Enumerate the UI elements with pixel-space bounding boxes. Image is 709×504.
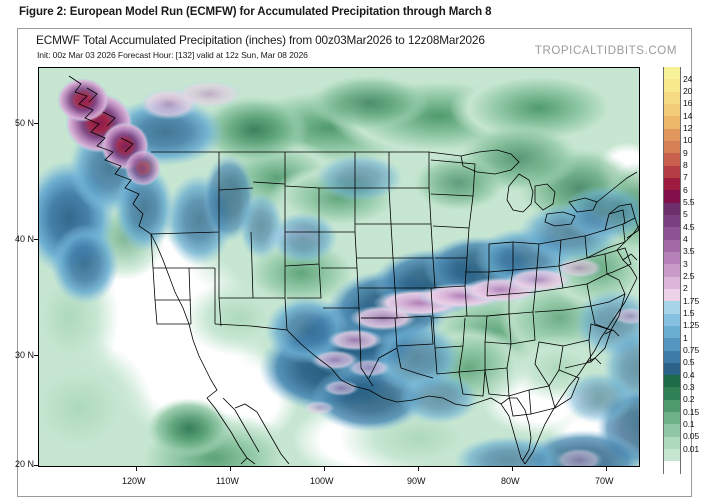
colorbar-swatch — [663, 116, 681, 130]
lat-tick-label-20n: 20 N — [14, 459, 34, 469]
colorbar-label: 4.5 — [683, 221, 695, 232]
colorbar-swatch — [663, 128, 681, 142]
colorbar-label: 14 — [683, 110, 693, 121]
colorbar-swatch — [663, 91, 681, 105]
lat-tick-30n — [34, 355, 38, 356]
page-title: Figure 2: European Model Run (ECMFW) for… — [19, 6, 492, 18]
lon-tick-label-70w: 70W — [595, 476, 614, 486]
colorbar-swatch — [663, 424, 681, 438]
colorbar-label: 3 — [683, 258, 688, 269]
colorbar-swatch — [663, 214, 681, 228]
chart-subtitle: Init: 00z Mar 03 2026 Forecast Hour: [13… — [37, 50, 308, 60]
colorbar-label: 0.75 — [683, 345, 699, 355]
colorbar-swatch — [663, 276, 681, 290]
colorbar-swatch — [663, 350, 681, 364]
colorbar-label: 16 — [683, 98, 693, 109]
colorbar-swatch — [663, 375, 681, 389]
colorbar-label: 5 — [683, 209, 688, 220]
map-borders — [68, 75, 639, 465]
lat-tick-40n — [34, 239, 38, 240]
colorbar-label: 2 — [683, 283, 688, 294]
colorbar-label: 10 — [683, 135, 693, 146]
colorbar-swatch — [663, 387, 681, 401]
pink-precip-zones — [303, 258, 639, 466]
model-chart-panel: ECMWF Total Accumulated Precipitation (i… — [15, 28, 699, 497]
colorbar-label: 0.1 — [683, 418, 695, 429]
lon-tick-110w — [230, 467, 231, 471]
lon-tick-label-120w: 120W — [122, 476, 146, 486]
colorbar-label: 0.05 — [683, 431, 699, 442]
colorbar-label: 9 — [683, 147, 688, 158]
colorbar-label: 8 — [683, 160, 688, 171]
colorbar-label: 4 — [683, 234, 688, 245]
colorbar-label: 1.5 — [683, 308, 695, 319]
colorbar-swatch — [663, 140, 681, 154]
colorbar-swatch — [663, 165, 681, 179]
lat-tick-20n — [34, 465, 38, 466]
colorbar-swatch — [663, 251, 681, 265]
colorbar-swatch — [663, 301, 681, 315]
colorbar-swatch — [663, 362, 681, 376]
source-watermark: TROPICALTIDBITS.COM — [534, 45, 677, 57]
lat-tick-label-30n: 30 N — [14, 350, 34, 360]
lon-tick-label-100w: 100W — [310, 476, 334, 486]
lat-tick-label-40n: 40 N — [14, 234, 34, 244]
colorbar-swatch — [663, 264, 681, 278]
colorbar-swatch — [663, 288, 681, 302]
colorbar-swatch — [663, 190, 681, 204]
colorbar-swatch — [663, 325, 681, 339]
colorbar — [663, 67, 681, 475]
lat-tick-label-50n: 50 N — [14, 118, 34, 128]
colorbar-label: 0.5 — [683, 357, 695, 368]
colorbar-label: 0.15 — [683, 406, 699, 417]
colorbar-swatch — [663, 227, 681, 241]
colorbar-label: 1 — [683, 332, 688, 343]
precipitation-field-svg — [39, 68, 639, 466]
lon-tick-label-80w: 80W — [501, 476, 520, 486]
colorbar-label: 0.3 — [683, 381, 695, 392]
colorbar-label: 6 — [683, 184, 688, 195]
colorbar-swatch — [663, 153, 681, 167]
lat-tick-50n — [34, 123, 38, 124]
lon-tick-120w — [136, 467, 137, 471]
colorbar-label: 0.2 — [683, 394, 695, 405]
colorbar-swatch — [663, 399, 681, 413]
colorbar-label: 5.5 — [683, 197, 695, 208]
colorbar-swatch — [663, 412, 681, 426]
panel-header: ECMWF Total Accumulated Precipitation (i… — [18, 29, 691, 65]
colorbar-swatch — [663, 338, 681, 352]
lon-tick-70w — [606, 467, 607, 471]
colorbar-swatch-zero — [663, 461, 681, 475]
colorbar-label: 3.5 — [683, 246, 695, 257]
colorbar-label: 24 — [683, 73, 693, 84]
lon-tick-100w — [324, 467, 325, 471]
chart-title: ECMWF Total Accumulated Precipitation (i… — [36, 33, 485, 47]
colorbar-swatch — [663, 449, 681, 463]
colorbar-swatch — [663, 436, 681, 450]
colorbar-swatch — [663, 202, 681, 216]
lon-tick-80w — [512, 467, 513, 471]
lon-tick-90w — [418, 467, 419, 471]
lon-tick-label-90w: 90W — [407, 476, 426, 486]
colorbar-swatch — [663, 67, 681, 80]
colorbar-label: 1.25 — [683, 320, 699, 331]
lon-tick-label-110w: 110W — [216, 476, 239, 486]
colorbar-label: 12 — [683, 123, 693, 134]
colorbar-label: 7 — [683, 172, 688, 183]
precipitation-map[interactable] — [38, 67, 640, 467]
colorbar-label: 0.4 — [683, 369, 695, 380]
colorbar-label: 0.01 — [683, 443, 699, 454]
colorbar-swatch — [663, 103, 681, 117]
colorbar-swatch — [663, 239, 681, 253]
colorbar-swatch — [663, 79, 681, 93]
colorbar-label: 2.5 — [683, 271, 695, 282]
colorbar-swatch — [663, 313, 681, 327]
colorbar-label: 20 — [683, 86, 693, 97]
colorbar-swatch — [663, 177, 681, 191]
colorbar-label: 1.75 — [683, 295, 699, 306]
